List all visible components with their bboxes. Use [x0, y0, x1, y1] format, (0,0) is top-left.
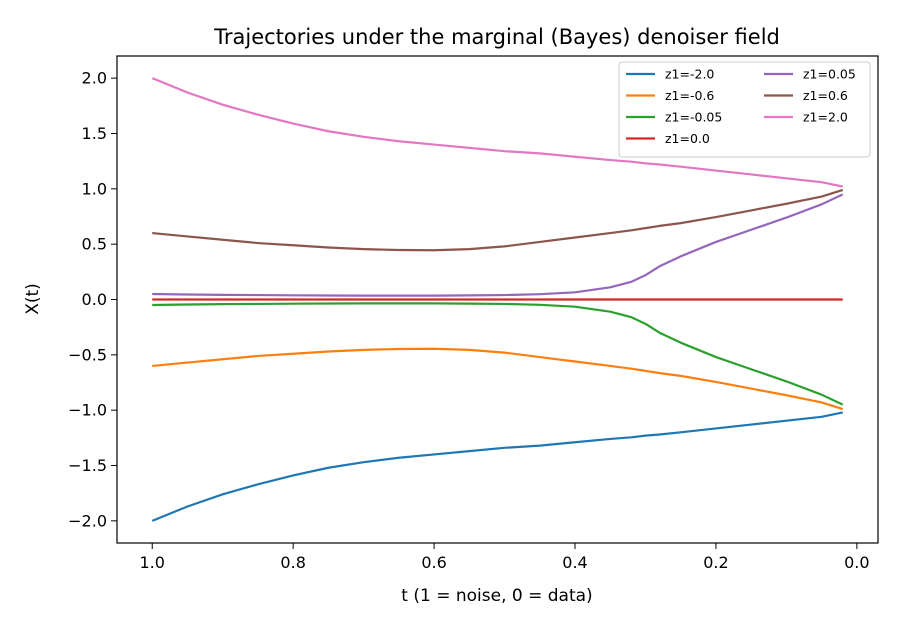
legend-entry-0: z1=-2.0 — [665, 67, 714, 82]
y-tick-label: −2.0 — [68, 511, 107, 530]
plot-lines — [151, 77, 844, 522]
x-tick-label: 0.2 — [703, 553, 728, 572]
y-tick-label: 1.0 — [82, 179, 107, 198]
legend-entry-1: z1=-0.6 — [665, 88, 714, 103]
x-tick-label: 0.4 — [562, 553, 587, 572]
legend-box — [618, 61, 871, 158]
legend-entry-4: z1=0.05 — [803, 67, 856, 82]
x-tick-label: 0.6 — [421, 553, 446, 572]
y-tick-label: 0.0 — [82, 290, 107, 309]
chart-title: Trajectories under the marginal (Bayes) … — [213, 25, 780, 49]
legend-entry-3: z1=0.0 — [665, 131, 710, 146]
series-line-1 — [152, 347, 844, 411]
legend-entry-6: z1=2.0 — [803, 110, 848, 125]
series-line-5 — [152, 188, 844, 252]
legend: z1=-2.0 z1=-0.6 z1=-0.05 z1=0.0 z1=0.05 z1=0.… — [618, 61, 871, 158]
x-axis-ticks: 1.0 0.8 0.6 0.4 0.2 0.0 — [140, 543, 870, 572]
legend-entry-5: z1=0.6 — [803, 88, 848, 103]
y-tick-label: −1.0 — [68, 401, 107, 420]
y-tick-label: 1.5 — [82, 124, 107, 143]
y-axis-ticks: −2.0 −1.5 −1.0 −0.5 0.0 0.5 1.0 1.5 2.0 — [68, 69, 117, 530]
y-tick-label: 2.0 — [82, 69, 107, 88]
series-line-2 — [152, 302, 844, 406]
y-tick-label: −0.5 — [68, 345, 107, 364]
series-line-4 — [152, 193, 844, 297]
x-tick-label: 1.0 — [140, 553, 165, 572]
y-tick-label: −1.5 — [68, 456, 107, 475]
y-tick-label: 0.5 — [82, 235, 107, 254]
x-axis-label: t (1 = noise, 0 = data) — [401, 586, 592, 606]
x-tick-label: 0.0 — [844, 553, 869, 572]
y-axis-label: X(t) — [23, 283, 43, 315]
legend-entry-2: z1=-0.05 — [665, 110, 722, 125]
x-tick-label: 0.8 — [280, 553, 305, 572]
series-line-0 — [151, 411, 843, 522]
series-line-6 — [151, 77, 843, 188]
